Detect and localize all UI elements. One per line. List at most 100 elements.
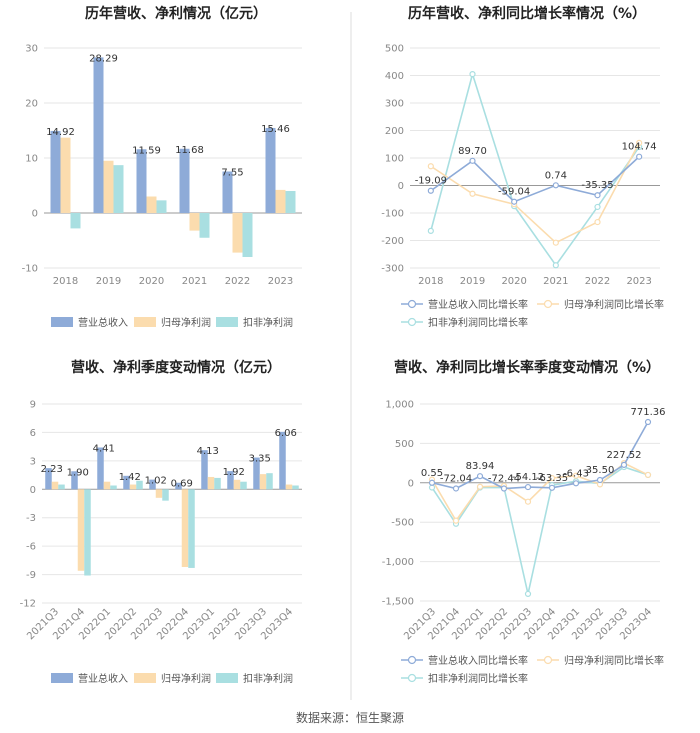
chart-4-data-label: -6.43 <box>563 468 589 479</box>
chart-2-y-tick: -200 <box>381 236 404 247</box>
chart-1-y-tick: 30 <box>25 44 38 55</box>
chart-2-legend-label: 营业总收入同比增长率 <box>428 298 528 311</box>
chart-4-title: 营收、净利同比增长率季度变动情况（%） <box>394 359 660 376</box>
chart-4-data-label: -72.04 <box>440 473 472 484</box>
chart-3-y-tick: 6 <box>30 428 36 439</box>
chart-1-bar-营业总收入 <box>222 171 233 213</box>
chart-4-data-label: -72.44 <box>488 474 520 485</box>
chart-4-legend-marker <box>407 655 417 665</box>
chart-2-title: 历年营收、净利同比增长率情况（%） <box>408 5 646 22</box>
chart-1-bar-营业总收入 <box>265 127 276 213</box>
chart-3-legend-swatch <box>216 673 238 683</box>
chart-3-bar-营业总收入 <box>253 457 260 490</box>
chart-4-data-label: -63.35 <box>536 473 568 484</box>
chart-3-bar-营业总收入 <box>97 447 104 490</box>
chart-2-legend-label: 归母净利润同比增长率 <box>564 298 664 311</box>
chart-2-point-归母净利润同比增长率 <box>552 239 559 246</box>
chart-4-line-扣非净利润同比增长率 <box>431 466 649 595</box>
chart-3-bar-扣非净利润 <box>58 484 65 490</box>
chart-4-y-tick: 1,000 <box>385 400 414 411</box>
chart-2-y-tick: -100 <box>381 209 404 220</box>
chart-2-data-label: -35.35 <box>581 180 613 191</box>
chart-4-data-label: 0.55 <box>421 468 443 479</box>
chart-3-legend-label: 扣非净利润 <box>243 672 293 685</box>
chart-1-bar-归母净利润 <box>103 160 114 213</box>
chart-4-line-营业总收入同比增长率 <box>431 421 649 490</box>
chart-1-bar-营业总收入 <box>136 149 147 213</box>
chart-3-y-tick: 3 <box>30 456 36 467</box>
chart-2-point-营业总收入同比增长率 <box>427 187 434 194</box>
chart-2-legend-label: 扣非净利润同比增长率 <box>428 316 528 329</box>
chart-2-legend-marker <box>407 317 417 327</box>
chart-3-bar-营业总收入 <box>201 450 208 490</box>
chart-2-y-tick: 400 <box>385 71 404 82</box>
chart-4-point-归母净利润同比增长率 <box>548 474 556 482</box>
chart-3-bar-营业总收入 <box>175 482 182 490</box>
chart-3-bar-营业总收入 <box>279 431 286 490</box>
chart-1-bar-归母净利润 <box>60 137 71 213</box>
chart-3-data-label: 3.35 <box>249 454 271 465</box>
chart-2-legend-marker <box>407 299 417 309</box>
chart-3-data-label: 4.41 <box>93 443 115 454</box>
chart-4-point-营业总收入同比增长率 <box>644 418 652 426</box>
chart-1-bar-扣非净利润 <box>70 213 81 229</box>
chart-2-x-tick: 2022 <box>585 276 610 287</box>
chart-1-title: 历年营收、净利情况（亿元） <box>85 5 267 22</box>
chart-3-y-tick: 9 <box>30 400 36 411</box>
chart-1-legend-swatch <box>216 317 238 327</box>
chart-2-point-归母净利润同比增长率 <box>636 139 643 146</box>
chart-3-bar-扣非净利润 <box>188 489 195 568</box>
chart-3-legend-label: 归母净利润 <box>161 672 211 685</box>
chart-2-point-营业总收入同比增长率 <box>594 192 601 199</box>
chart-3-data-label: 2.23 <box>41 464 63 475</box>
chart-3-title: 营收、净利季度变动情况（亿元） <box>71 359 281 376</box>
chart-4-y-tick: -500 <box>391 518 414 529</box>
chart-2-x-tick: 2020 <box>501 276 526 287</box>
chart-1-legend-label: 归母净利润 <box>161 316 211 329</box>
chart-4-data-label: 83.94 <box>466 461 495 472</box>
chart-1-data-label: 14.92 <box>46 127 75 138</box>
chart-4-legend-label: 营业总收入同比增长率 <box>428 654 528 667</box>
chart-2-x-tick: 2019 <box>460 276 485 287</box>
chart-1-bar-扣非净利润 <box>156 200 167 213</box>
chart-4-data-label: -54.12 <box>512 472 544 483</box>
chart-1-data-label: 15.46 <box>261 124 290 135</box>
chart-1-y-tick: 10 <box>25 154 38 165</box>
chart-2-data-label: -59.04 <box>498 187 530 198</box>
chart-2-x-tick: 2023 <box>626 276 651 287</box>
chart-3-bar-扣非净利润 <box>110 485 117 490</box>
chart-2-x-tick: 2021 <box>543 276 568 287</box>
chart-4-data-label: 227.52 <box>607 450 642 461</box>
chart-4-legend-label: 扣非净利润同比增长率 <box>428 672 528 685</box>
chart-3-data-label: 0.69 <box>171 479 193 490</box>
chart-1-bar-归母净利润 <box>232 213 243 253</box>
chart-2-data-label: 104.74 <box>622 142 657 153</box>
chart-1-bar-扣非净利润 <box>199 213 210 238</box>
chart-1-x-tick: 2023 <box>268 276 293 287</box>
chart-3-bar-归母净利润 <box>259 474 267 490</box>
chart-4-point-归母净利润同比增长率 <box>572 472 580 479</box>
chart-3-bar-营业总收入 <box>149 479 156 490</box>
chart-3-y-tick: -12 <box>20 599 36 610</box>
chart-2-point-营业总收入同比增长率 <box>636 153 643 160</box>
chart-4-point-营业总收入同比增长率 <box>500 485 508 492</box>
chart-2-y-tick: 100 <box>385 154 404 165</box>
chart-1-data-label: 28.29 <box>89 53 118 64</box>
chart-4-point-归母净利润同比增长率 <box>524 498 532 505</box>
chart-4-point-归母净利润同比增长率 <box>644 471 652 479</box>
chart-2-y-tick: 500 <box>385 44 404 55</box>
chart-1-data-label: 11.68 <box>175 145 204 156</box>
chart-3-bar-归母净利润 <box>181 489 189 567</box>
chart-3-data-label: 6.06 <box>275 428 297 439</box>
chart-1-bar-扣非净利润 <box>285 191 296 213</box>
chart-1-legend-label: 扣非净利润 <box>243 316 293 329</box>
chart-1-x-tick: 2020 <box>139 276 164 287</box>
chart-1-x-tick: 2019 <box>96 276 121 287</box>
chart-3-legend-label: 营业总收入 <box>78 672 128 685</box>
chart-1-bar-归母净利润 <box>275 189 286 213</box>
data-source-note: 数据来源：恒生聚源 <box>295 711 404 725</box>
chart-2-point-扣非净利润同比增长率 <box>427 227 434 234</box>
chart-2-x-tick: 2018 <box>418 276 443 287</box>
chart-1-y-tick: 0 <box>32 209 38 220</box>
chart-1-bar-营业总收入 <box>179 148 190 213</box>
